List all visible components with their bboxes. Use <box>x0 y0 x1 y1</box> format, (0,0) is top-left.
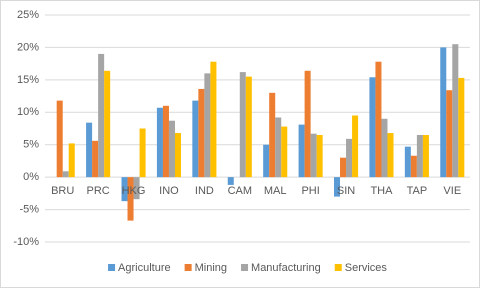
legend-swatch <box>241 264 249 271</box>
bar <box>446 90 453 178</box>
bar <box>340 157 347 178</box>
bar <box>92 140 99 178</box>
bar <box>263 144 270 178</box>
bar <box>104 70 111 178</box>
bar <box>174 133 181 178</box>
bar <box>269 92 276 178</box>
x-tick-label: CAM <box>228 185 252 197</box>
legend-swatch <box>108 264 116 271</box>
bar <box>98 53 105 178</box>
y-tick-label: -10% <box>13 236 39 248</box>
y-tick-label: 25% <box>17 9 39 21</box>
bar <box>168 120 175 178</box>
bar <box>298 124 305 178</box>
x-tick-label: PHI <box>301 185 319 197</box>
bar <box>381 118 388 178</box>
bar <box>156 107 163 178</box>
bar <box>410 155 417 178</box>
legend-swatch <box>184 264 192 271</box>
bar <box>210 61 217 178</box>
x-tick-label: HKG <box>122 185 146 197</box>
bar <box>239 72 246 178</box>
y-tick-label: 0% <box>23 171 39 183</box>
x-tick-label: THA <box>370 185 393 197</box>
bar <box>162 105 169 178</box>
bar <box>422 134 429 178</box>
bar <box>304 70 311 178</box>
legend-label: Mining <box>195 262 227 274</box>
bar <box>127 177 134 221</box>
legend-label: Manufacturing <box>251 262 321 274</box>
y-tick-label: 15% <box>17 74 39 86</box>
bar <box>310 133 317 178</box>
x-tick-label: TAP <box>407 185 428 197</box>
bar <box>316 134 323 178</box>
bar <box>192 100 199 178</box>
bar <box>245 76 252 178</box>
bar <box>416 134 423 178</box>
legend-label: Services <box>345 262 388 274</box>
legend-swatch <box>334 264 342 271</box>
bar <box>369 77 376 178</box>
bar <box>458 77 465 178</box>
bar <box>375 61 382 178</box>
bar <box>227 177 234 185</box>
bar <box>387 133 394 178</box>
x-tick-label: VIE <box>443 185 461 197</box>
bar <box>133 177 140 200</box>
x-tick-label: MAL <box>264 185 287 197</box>
bar <box>275 117 282 178</box>
legend-label: Agriculture <box>118 262 171 274</box>
bar <box>68 143 75 178</box>
bar <box>346 138 353 178</box>
bar <box>204 73 211 178</box>
x-tick-label: IND <box>195 185 214 197</box>
x-tick-label: PRC <box>87 185 110 197</box>
bar <box>440 47 447 178</box>
bar <box>62 171 69 178</box>
bar <box>452 44 459 178</box>
bar <box>352 115 359 178</box>
y-tick-label: 10% <box>17 106 39 118</box>
bar <box>56 100 63 178</box>
bar <box>121 177 128 202</box>
y-tick-label: -5% <box>19 203 39 215</box>
bar <box>404 146 411 178</box>
bar <box>281 126 288 178</box>
bar <box>139 128 146 178</box>
bar <box>86 122 93 178</box>
y-tick-label: 5% <box>23 139 39 151</box>
x-tick-label: SIN <box>337 185 355 197</box>
x-tick-label: INO <box>159 185 179 197</box>
bar <box>198 88 205 178</box>
bar <box>334 177 341 197</box>
x-tick-label: BRU <box>51 185 74 197</box>
y-tick-label: 20% <box>17 41 39 53</box>
